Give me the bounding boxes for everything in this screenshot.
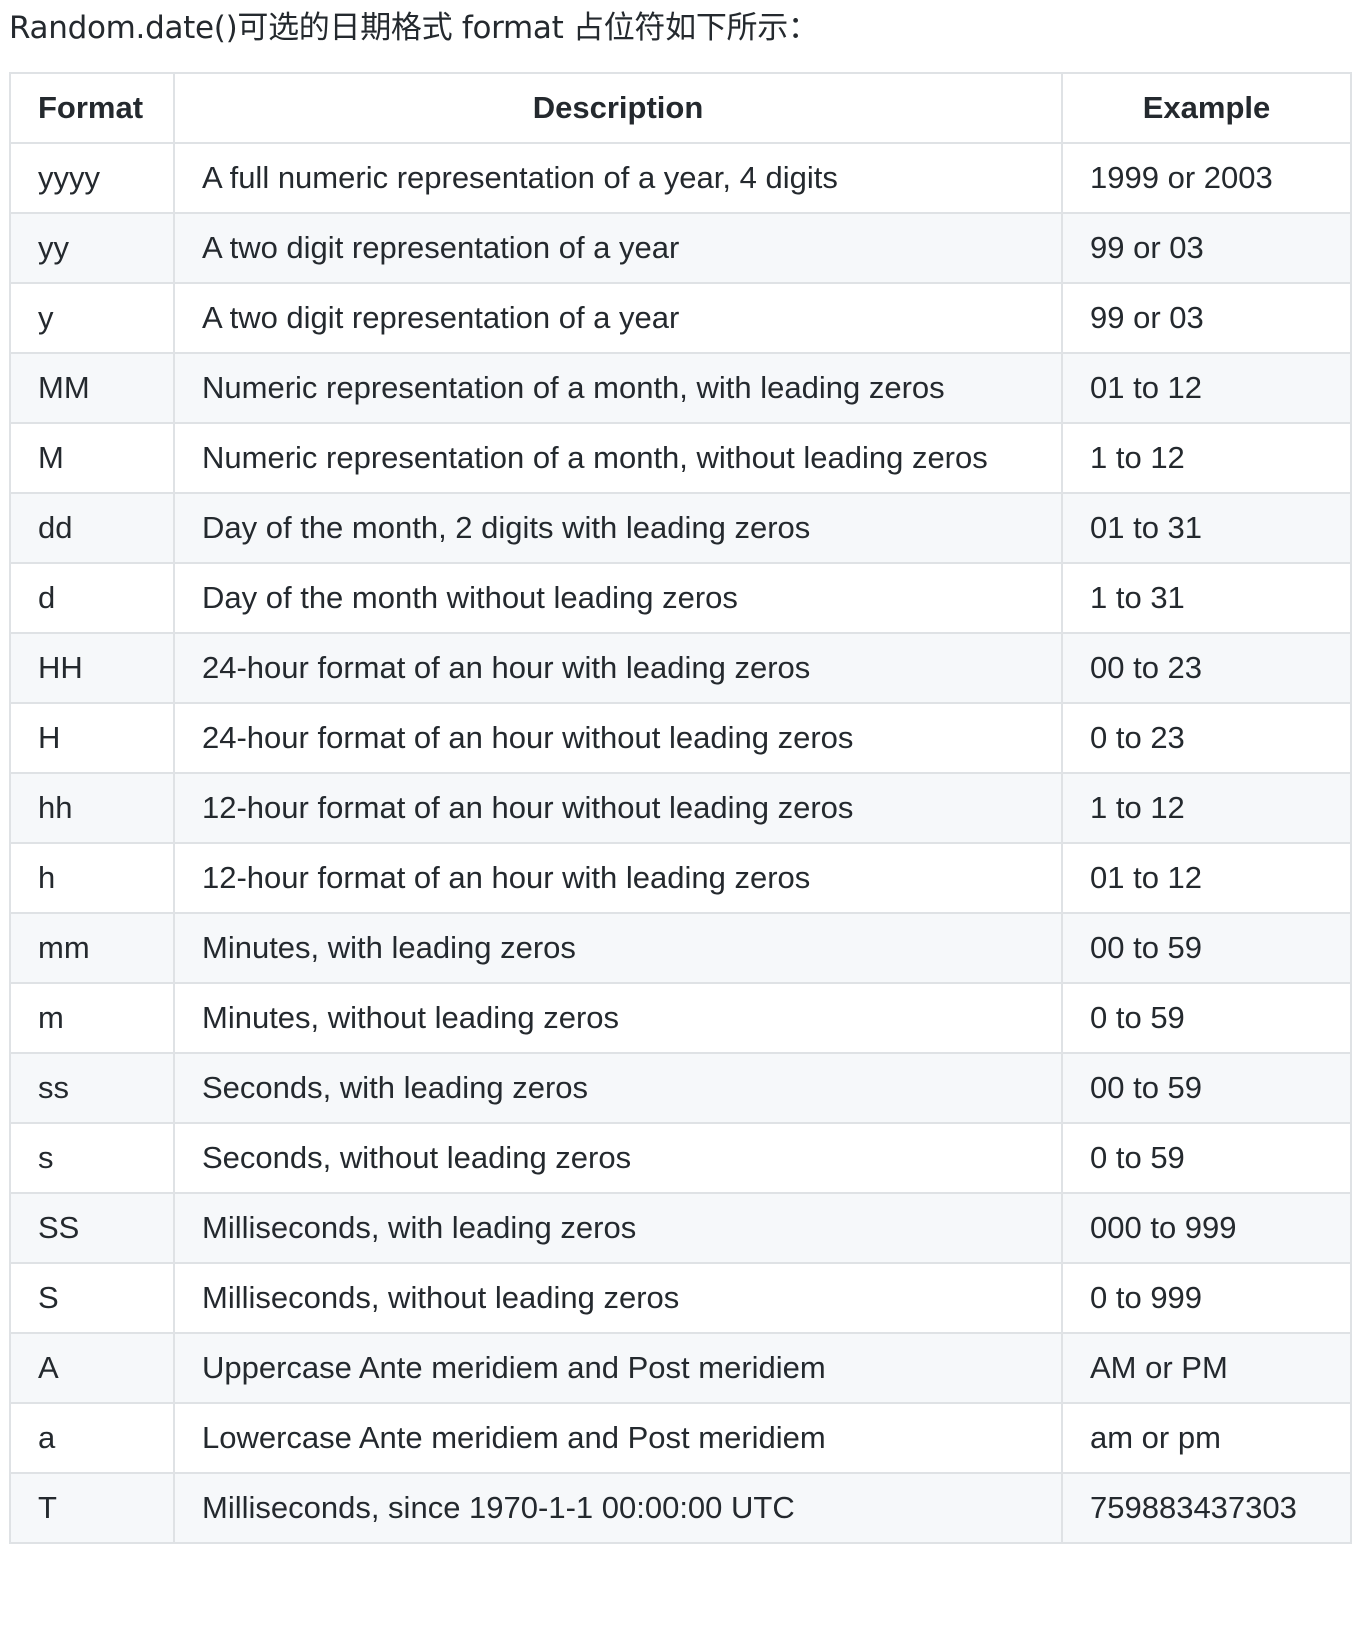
description-cell: Uppercase Ante meridiem and Post meridie… [173, 1332, 1063, 1404]
table-row: a Lowercase Ante meridiem and Post meridi… [9, 1402, 1352, 1474]
format-cell: m [9, 982, 175, 1054]
format-cell: y [9, 282, 175, 354]
table-row: S Milliseconds, without leading zeros 0 to… [9, 1262, 1352, 1334]
header-format: Format [9, 72, 175, 144]
description-cell: A two digit representation of a year [173, 282, 1063, 354]
table-row: dd Day of the month, 2 digits with leadin… [9, 492, 1352, 564]
table-header-row: Format Description Example [9, 72, 1352, 144]
example-cell: 1999 or 2003 [1061, 142, 1352, 214]
table-row: mm Minutes, with leading zeros 00 to 59 [9, 912, 1352, 984]
table-row: A Uppercase Ante meridiem and Post meridi… [9, 1332, 1352, 1404]
format-cell: M [9, 422, 175, 494]
description-cell: Milliseconds, since 1970-1-1 00:00:00 UT… [173, 1472, 1063, 1544]
table-row: s Seconds, without leading zeros 0 to 59 [9, 1122, 1352, 1194]
table-row: H 24-hour format of an hour without leadi… [9, 702, 1352, 774]
table-row: M Numeric representation of a month, with… [9, 422, 1352, 494]
example-cell: 99 or 03 [1061, 212, 1352, 284]
format-cell: s [9, 1122, 175, 1194]
description-cell: Milliseconds, with leading zeros [173, 1192, 1063, 1264]
description-cell: Lowercase Ante meridiem and Post meridie… [173, 1402, 1063, 1474]
format-cell: h [9, 842, 175, 914]
table-row: d Day of the month without leading zeros 1… [9, 562, 1352, 634]
description-cell: Day of the month without leading zeros [173, 562, 1063, 634]
description-cell: Seconds, without leading zeros [173, 1122, 1063, 1194]
description-cell: Numeric representation of a month, witho… [173, 422, 1063, 494]
description-cell: 12-hour format of an hour with leading z… [173, 842, 1063, 914]
table-row: m Minutes, without leading zeros 0 to 59 [9, 982, 1352, 1054]
intro-text: Random.date()可选的日期格式 format 占位符如下所示： [9, 10, 819, 46]
example-cell: 0 to 59 [1061, 1122, 1352, 1194]
example-cell: 01 to 12 [1061, 842, 1352, 914]
table-row: h 12-hour format of an hour with leading … [9, 842, 1352, 914]
description-cell: Milliseconds, without leading zeros [173, 1262, 1063, 1334]
description-cell: Minutes, without leading zeros [173, 982, 1063, 1054]
format-cell: H [9, 702, 175, 774]
example-cell: 0 to 59 [1061, 982, 1352, 1054]
format-cell: dd [9, 492, 175, 564]
description-cell: Numeric representation of a month, with … [173, 352, 1063, 424]
format-cell: A [9, 1332, 175, 1404]
example-cell: 1 to 31 [1061, 562, 1352, 634]
table-row: ss Seconds, with leading zeros 00 to 59 [9, 1052, 1352, 1124]
table-row: yyyy A full numeric representation of a y… [9, 142, 1352, 214]
table-row: hh 12-hour format of an hour without lead… [9, 772, 1352, 844]
format-cell: S [9, 1262, 175, 1334]
table-row: HH 24-hour format of an hour with leading… [9, 632, 1352, 704]
example-cell: 99 or 03 [1061, 282, 1352, 354]
example-cell: 0 to 999 [1061, 1262, 1352, 1334]
example-cell: 1 to 12 [1061, 422, 1352, 494]
example-cell: 0 to 23 [1061, 702, 1352, 774]
format-cell: hh [9, 772, 175, 844]
format-cell: yyyy [9, 142, 175, 214]
format-cell: SS [9, 1192, 175, 1264]
example-cell: 759883437303 [1061, 1472, 1352, 1544]
description-cell: 12-hour format of an hour without leadin… [173, 772, 1063, 844]
format-table: Format Description Example yyyy A full nu… [9, 72, 1352, 1544]
description-cell: Seconds, with leading zeros [173, 1052, 1063, 1124]
example-cell: 1 to 12 [1061, 772, 1352, 844]
example-cell: 00 to 59 [1061, 1052, 1352, 1124]
format-cell: MM [9, 352, 175, 424]
example-cell: AM or PM [1061, 1332, 1352, 1404]
format-cell: d [9, 562, 175, 634]
table-row: T Milliseconds, since 1970-1-1 00:00:00 U… [9, 1472, 1352, 1544]
description-cell: Day of the month, 2 digits with leading … [173, 492, 1063, 564]
format-cell: ss [9, 1052, 175, 1124]
description-cell: A full numeric representation of a year,… [173, 142, 1063, 214]
table-row: MM Numeric representation of a month, wit… [9, 352, 1352, 424]
description-cell: 24-hour format of an hour without leadin… [173, 702, 1063, 774]
format-cell: HH [9, 632, 175, 704]
table-row: SS Milliseconds, with leading zeros 000 to… [9, 1192, 1352, 1264]
example-cell: 000 to 999 [1061, 1192, 1352, 1264]
format-cell: mm [9, 912, 175, 984]
description-cell: Minutes, with leading zeros [173, 912, 1063, 984]
format-cell: T [9, 1472, 175, 1544]
description-cell: A two digit representation of a year [173, 212, 1063, 284]
example-cell: am or pm [1061, 1402, 1352, 1474]
example-cell: 00 to 23 [1061, 632, 1352, 704]
header-example: Example [1061, 72, 1352, 144]
description-cell: 24-hour format of an hour with leading z… [173, 632, 1063, 704]
format-cell: yy [9, 212, 175, 284]
format-cell: a [9, 1402, 175, 1474]
example-cell: 01 to 12 [1061, 352, 1352, 424]
header-description: Description [173, 72, 1063, 144]
example-cell: 00 to 59 [1061, 912, 1352, 984]
example-cell: 01 to 31 [1061, 492, 1352, 564]
table-row: yy A two digit representation of a year 99… [9, 212, 1352, 284]
